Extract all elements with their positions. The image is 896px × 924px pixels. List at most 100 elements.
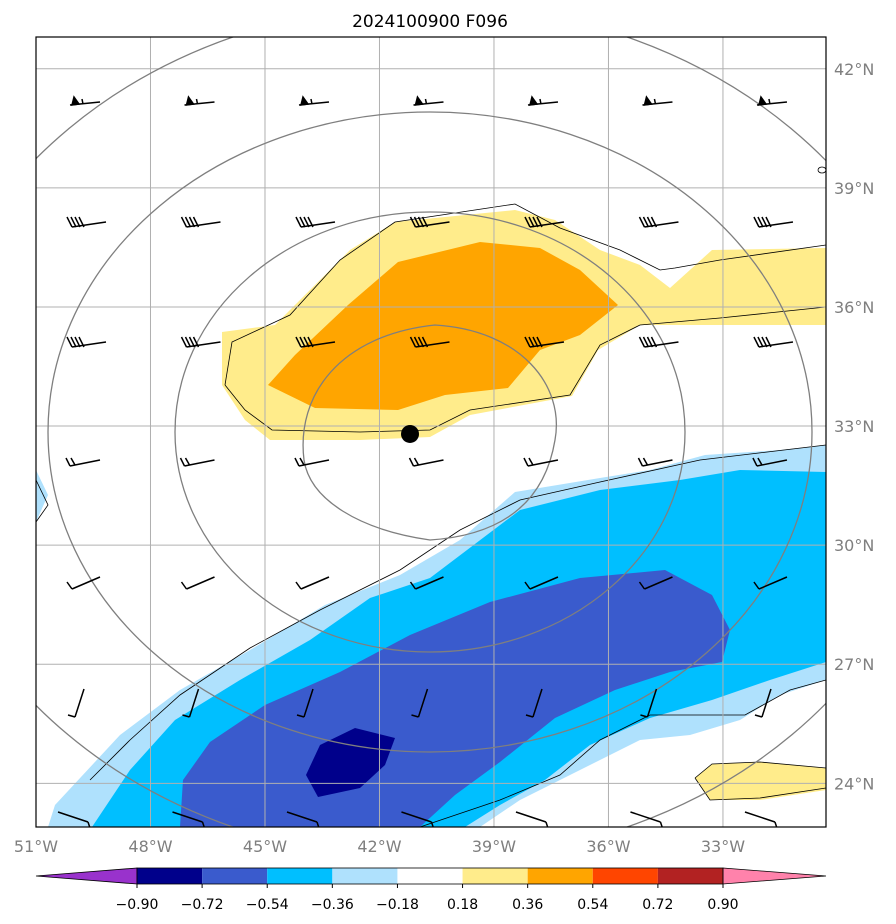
wind-barb xyxy=(753,576,788,590)
wind-barbs xyxy=(57,95,794,827)
wind-barb xyxy=(69,95,101,106)
lat-tick-label: 39°N xyxy=(834,179,874,198)
colorbar-outline xyxy=(136,867,724,885)
wind-barb xyxy=(411,688,429,718)
colorbar-tick-label: 0.90 xyxy=(707,897,738,913)
lon-tick-label: 45°W xyxy=(243,837,287,856)
wind-barb xyxy=(172,811,205,827)
colorbar-tick-label: 0.54 xyxy=(577,897,608,913)
wind-barb xyxy=(184,95,215,106)
wind-barb xyxy=(180,216,221,228)
colorbar-segment xyxy=(332,868,398,884)
range-rings xyxy=(36,37,826,827)
wind-barb xyxy=(409,336,450,348)
wind-barb xyxy=(752,457,788,467)
colorbar: −0.90 −0.72 −0.54 −0.36 −0.18 0.18 0.36 0.54 0.7… xyxy=(35,867,827,913)
wind-barb xyxy=(401,811,434,827)
lon-tick-label: 33°W xyxy=(701,837,745,856)
wind-barb xyxy=(409,216,450,228)
center-marker xyxy=(401,424,420,443)
range-ring-3 xyxy=(47,111,813,753)
contour-line-north xyxy=(224,203,826,386)
wind-barb xyxy=(640,688,658,718)
contour-line-yellow-south xyxy=(694,761,826,801)
wind-barb xyxy=(638,336,679,348)
colorbar-tick-label: −0.36 xyxy=(311,897,354,913)
wind-barb xyxy=(756,95,788,106)
colorbar-segment xyxy=(202,868,268,884)
wind-barb xyxy=(515,811,549,827)
wind-barb xyxy=(523,457,559,467)
wind-barb xyxy=(294,457,330,467)
figure-title: 2024100900 F096 xyxy=(352,12,508,32)
wind-barb xyxy=(180,576,215,590)
contour-fill-0.18-0.36-south xyxy=(695,762,826,800)
contour-line-blue-south xyxy=(419,679,826,827)
wind-barb xyxy=(295,336,336,348)
lon-tick-label: 51°W xyxy=(14,837,58,856)
lat-axis-labels: 24°N 27°N 30°N 33°N 36°N 39°N 42°N xyxy=(834,60,874,794)
wind-barb xyxy=(637,457,673,467)
lon-tick-label: 42°W xyxy=(357,837,401,856)
wind-barb xyxy=(524,216,565,228)
graticule xyxy=(36,37,826,827)
range-ring-2 xyxy=(174,211,686,653)
wind-barb xyxy=(179,457,215,467)
lat-tick-label: 36°N xyxy=(834,298,874,317)
colorbar-tick-label: −0.90 xyxy=(116,897,159,913)
wind-barb xyxy=(182,688,200,718)
colorbar-segment xyxy=(462,868,528,884)
colorbar-tick-label: 0.18 xyxy=(447,897,478,913)
contour-line-north-south-edge xyxy=(224,306,826,433)
colorbar-segment xyxy=(592,868,658,884)
wind-barb xyxy=(295,216,336,228)
lon-axis-labels: 51°W 48°W 45°W 42°W 39°W 36°W 33°W xyxy=(14,837,745,856)
colorbar-tick-label: −0.54 xyxy=(246,897,289,913)
wind-barb xyxy=(180,336,221,348)
colorbar-segment xyxy=(267,868,333,884)
colorbar-segment xyxy=(137,868,203,884)
range-ring-1 xyxy=(302,324,557,541)
wind-barb xyxy=(66,216,107,228)
lon-tick-label: 39°W xyxy=(472,837,516,856)
wind-barb xyxy=(630,811,663,827)
wind-barb xyxy=(296,688,314,718)
wind-barb xyxy=(66,576,101,590)
lon-tick-label: 36°W xyxy=(586,837,630,856)
colorbar-segment xyxy=(397,868,463,884)
wind-barb xyxy=(753,336,794,348)
lat-tick-label: 42°N xyxy=(834,60,874,79)
contour-lines xyxy=(36,166,826,827)
wind-barb xyxy=(408,457,444,467)
wind-barb xyxy=(295,576,330,590)
wind-barb xyxy=(524,336,565,348)
map-frame xyxy=(35,36,827,828)
wind-barb xyxy=(638,216,679,228)
colorbar-tick-label: −0.72 xyxy=(181,897,224,913)
colorbar-tick-label: −0.18 xyxy=(376,897,419,913)
colorbar-tick-label: 0.72 xyxy=(642,897,673,913)
lat-tick-label: 24°N xyxy=(834,774,874,793)
wind-barb xyxy=(413,95,444,106)
wind-barb xyxy=(525,688,543,718)
contour-line-blue-north xyxy=(36,444,826,781)
wind-barb xyxy=(57,811,91,827)
wind-barb xyxy=(67,688,85,718)
lon-tick-label: 48°W xyxy=(128,837,172,856)
wind-barb xyxy=(65,457,101,467)
wind-barb xyxy=(286,811,320,827)
wind-barb xyxy=(527,95,559,106)
colorbar-extend-low xyxy=(35,867,138,885)
wind-barb xyxy=(298,95,330,106)
lat-tick-label: 27°N xyxy=(834,655,874,674)
map-panel xyxy=(36,37,826,827)
wind-barb xyxy=(638,576,673,590)
colorbar-tick-label: 0.36 xyxy=(512,897,543,913)
wind-barb xyxy=(744,811,778,827)
wind-barb xyxy=(753,216,794,228)
wind-barb xyxy=(66,336,107,348)
contour-fill-neg-0.90-neg-0.72 xyxy=(306,728,395,797)
lat-tick-label: 33°N xyxy=(834,417,874,436)
coast-mark xyxy=(817,166,826,174)
